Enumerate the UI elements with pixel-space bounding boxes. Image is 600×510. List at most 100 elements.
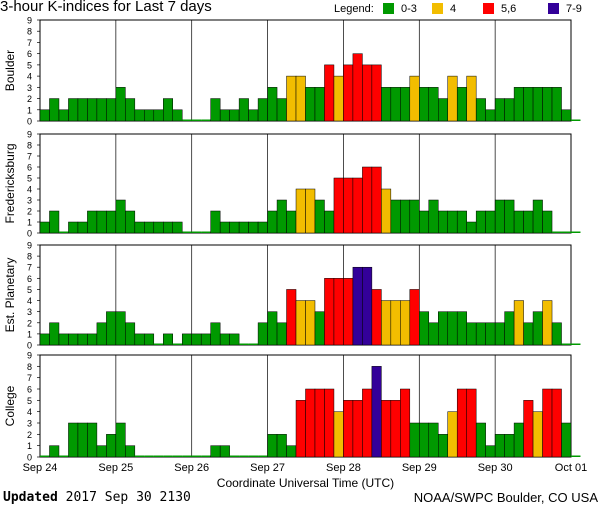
bar-1-11 (144, 221, 155, 234)
bar-2-43 (447, 311, 458, 346)
bar-2-9 (125, 322, 136, 346)
bar-0-35 (371, 64, 382, 122)
bar-0-25 (276, 98, 287, 122)
bar-2-11 (144, 333, 155, 346)
bar-2-31 (333, 278, 344, 346)
bar-1-43 (447, 210, 458, 234)
bar-2-39 (409, 289, 420, 346)
bar-3-29 (314, 388, 325, 458)
bar-3-44 (456, 388, 467, 458)
bar-3-6 (96, 445, 107, 458)
bar-0-15 (182, 119, 192, 121)
bar-1-5 (87, 210, 98, 234)
bar-3-9 (125, 445, 136, 458)
footer-updated: Updated 2017 Sep 30 2130 (3, 490, 191, 505)
bar-1-18 (210, 210, 221, 234)
bar-0-4 (77, 98, 88, 122)
bar-2-38 (400, 300, 411, 346)
bar-2-17 (200, 333, 211, 346)
panel-label-2: Est. Planetary (3, 258, 17, 333)
y-tick-label-0-5: 5 (27, 60, 32, 70)
y-tick-label-3-2: 2 (27, 430, 32, 440)
bar-2-56 (571, 343, 581, 345)
bar-1-26 (286, 210, 297, 234)
bar-3-24 (267, 434, 278, 458)
bar-0-55 (561, 109, 572, 122)
bar-2-49 (504, 311, 515, 346)
bar-3-39 (409, 422, 420, 458)
y-tick-label-1-2: 2 (27, 207, 32, 217)
bar-3-49 (504, 434, 515, 458)
bar-0-46 (475, 98, 486, 122)
bar-2-54 (551, 322, 562, 346)
bar-3-51 (523, 400, 534, 458)
bar-2-48 (494, 322, 505, 346)
bar-3-10 (134, 455, 145, 457)
bar-2-30 (324, 278, 335, 346)
bar-2-4 (77, 333, 88, 346)
bar-0-20 (229, 109, 240, 122)
bar-1-14 (172, 221, 183, 234)
bar-3-7 (106, 434, 117, 458)
bar-1-49 (504, 199, 515, 234)
bar-1-42 (438, 210, 448, 234)
bar-2-55 (561, 343, 571, 345)
bar-2-21 (239, 343, 249, 345)
y-tick-label-3-0: 0 (27, 453, 32, 463)
bar-3-33 (352, 400, 363, 458)
x-tick-label-5: Sep 29 (402, 462, 437, 474)
bar-2-44 (456, 311, 467, 346)
x-tick-label-1: Sep 25 (98, 462, 133, 474)
bar-0-26 (286, 75, 297, 122)
bar-3-43 (447, 411, 458, 458)
y-tick-label-0-4: 4 (27, 72, 32, 82)
y-tick-label-1-8: 8 (27, 141, 32, 151)
x-tick-label-4: Sep 28 (326, 462, 361, 474)
bar-3-45 (466, 388, 477, 458)
bar-2-3 (68, 333, 79, 346)
bar-3-53 (542, 388, 553, 458)
y-tick-label-3-3: 3 (27, 419, 32, 429)
bar-1-37 (390, 199, 401, 234)
y-tick-label-0-3: 3 (27, 83, 32, 93)
bar-3-1 (49, 445, 60, 458)
y-tick-label-2-9: 9 (27, 241, 32, 251)
bar-0-1 (49, 98, 60, 122)
bar-1-15 (182, 231, 192, 233)
bar-0-23 (257, 98, 268, 122)
bar-3-34 (362, 388, 373, 458)
y-tick-label-1-0: 0 (27, 229, 32, 239)
bar-0-49 (504, 98, 515, 122)
y-tick-label-3-1: 1 (27, 441, 32, 451)
bar-1-44 (456, 210, 467, 234)
bar-1-27 (295, 188, 306, 234)
bar-0-13 (163, 98, 173, 122)
bar-3-4 (77, 422, 88, 458)
y-tick-label-3-8: 8 (27, 362, 32, 372)
bar-3-35 (371, 366, 382, 458)
y-tick-label-2-5: 5 (27, 285, 32, 295)
bar-1-45 (466, 221, 477, 234)
bar-0-32 (343, 64, 354, 122)
bar-1-54 (552, 231, 562, 233)
bar-3-21 (239, 455, 249, 457)
bar-2-8 (115, 311, 126, 346)
bar-1-46 (475, 210, 486, 234)
y-tick-label-2-6: 6 (27, 274, 32, 284)
bar-1-7 (106, 210, 117, 234)
bar-3-55 (561, 422, 572, 458)
bar-2-12 (153, 343, 164, 345)
bar-1-3 (68, 221, 79, 234)
y-tick-label-2-2: 2 (27, 318, 32, 328)
bar-0-44 (456, 87, 467, 122)
bar-3-47 (485, 445, 496, 458)
bar-1-32 (343, 177, 354, 234)
bar-1-16 (191, 231, 202, 233)
bar-2-40 (419, 311, 430, 346)
bar-3-22 (248, 455, 259, 457)
bar-2-23 (257, 322, 268, 346)
bar-0-30 (324, 64, 335, 122)
y-tick-label-2-7: 7 (27, 263, 32, 273)
bar-2-7 (106, 311, 117, 346)
